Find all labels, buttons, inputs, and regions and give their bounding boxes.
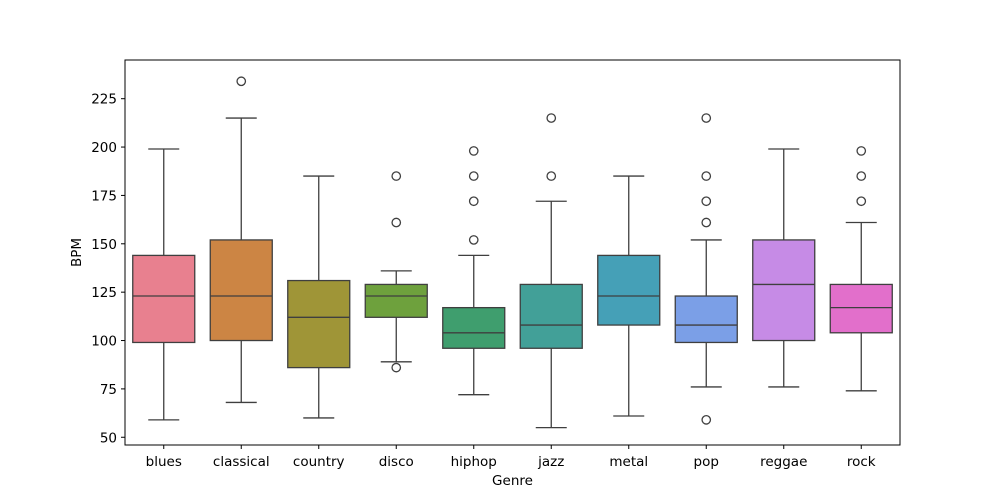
x-tick-label: classical	[213, 454, 270, 470]
box-group-disco	[364, 171, 428, 373]
y-axis-label: BPM	[69, 238, 85, 267]
outlier-point	[391, 362, 402, 373]
x-tick-label: blues	[146, 454, 182, 470]
box-group-jazz	[519, 113, 583, 429]
box-group-country	[287, 175, 351, 419]
outlier-point	[391, 217, 402, 228]
y-axis-ticks: 50 75 100 125 150 175 200 225	[91, 92, 125, 446]
outlier-point	[468, 146, 479, 156]
outlier-point	[856, 196, 867, 207]
y-tick-label: 75	[100, 382, 117, 398]
y-tick-label: 150	[91, 237, 117, 253]
box-hiphop	[442, 306, 506, 349]
axes-frame	[124, 59, 901, 446]
box-jazz	[519, 283, 583, 349]
outlier-point	[391, 171, 402, 181]
outlier-point	[701, 113, 712, 123]
y-tick-label: 175	[91, 188, 117, 204]
x-tick-label: jazz	[537, 454, 564, 470]
y-tick-label: 225	[91, 92, 117, 108]
box-group-rock	[829, 146, 893, 392]
box-pop	[674, 295, 738, 344]
outlier-point	[856, 171, 867, 181]
outlier-point	[701, 171, 712, 181]
box-group-blues	[132, 148, 196, 421]
box-group-classical	[209, 76, 273, 404]
box-reggae	[752, 239, 816, 342]
x-tick-label: metal	[609, 454, 648, 470]
x-axis-label: Genre	[492, 473, 533, 489]
outlier-point	[546, 171, 557, 181]
box-group-metal	[597, 175, 661, 417]
outlier-point	[701, 414, 712, 425]
y-tick-label: 50	[100, 430, 117, 446]
x-axis-ticks: blues classical country disco hiphop jazz meta…	[146, 445, 876, 470]
outlier-point	[701, 196, 712, 207]
box-group-pop	[674, 113, 738, 425]
y-tick-label: 200	[91, 140, 117, 156]
box-metal	[597, 254, 661, 326]
x-tick-label: rock	[847, 454, 876, 470]
outlier-point	[468, 171, 479, 181]
box-country	[287, 279, 351, 369]
x-tick-label: disco	[379, 454, 414, 470]
outlier-point	[236, 76, 247, 87]
plot-area	[132, 76, 893, 429]
y-tick-label: 125	[91, 285, 117, 301]
box-classical	[209, 239, 273, 342]
box-disco	[364, 283, 428, 318]
box-group-reggae	[752, 148, 816, 388]
box-group-hiphop	[442, 146, 506, 396]
outlier-point	[468, 235, 479, 245]
outlier-point	[701, 217, 712, 228]
x-tick-label: pop	[694, 454, 719, 470]
outlier-point	[856, 146, 867, 156]
y-tick-label: 100	[91, 334, 117, 350]
box-rock	[829, 283, 893, 334]
outlier-point	[468, 196, 479, 207]
x-tick-label: reggae	[760, 454, 807, 470]
outlier-point	[546, 113, 557, 123]
box-blues	[132, 254, 196, 344]
x-tick-label: country	[293, 454, 345, 470]
x-tick-label: hiphop	[451, 454, 497, 470]
